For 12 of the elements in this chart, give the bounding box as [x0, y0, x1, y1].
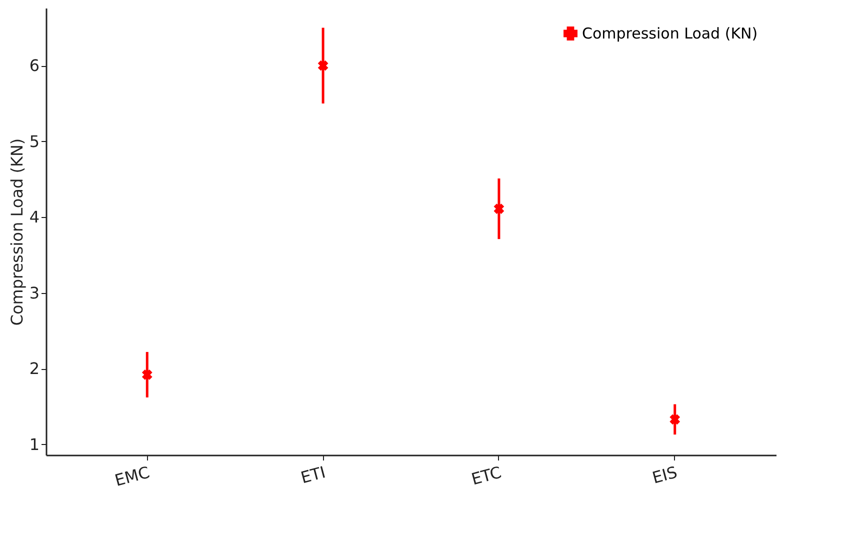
y-axis-title: Compression Load (KN) — [7, 138, 26, 326]
x-tick-label: ETC — [469, 462, 504, 489]
y-tick-label: 3 — [29, 283, 40, 302]
y-tick-label: 5 — [29, 132, 40, 151]
y-tick-label: 2 — [29, 359, 40, 378]
x-tick-label: EMC — [112, 462, 152, 490]
y-tick-label: 1 — [29, 434, 40, 454]
x-tick-label: ETI — [298, 462, 328, 488]
legend-label: Compression Load (KN) — [582, 24, 758, 42]
y-tick-label: 6 — [29, 56, 40, 76]
x-tick-label: EIS — [650, 462, 680, 488]
y-tick-label: 4 — [29, 208, 40, 227]
